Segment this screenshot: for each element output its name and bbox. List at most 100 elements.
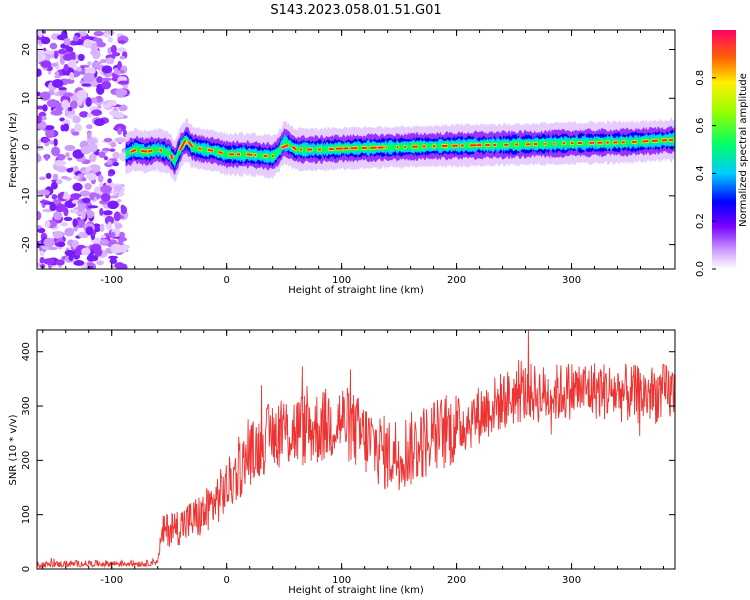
noise-blob xyxy=(101,77,112,82)
noise-blob xyxy=(39,176,46,181)
noise-blob xyxy=(44,153,49,161)
y-tick-label: 300 xyxy=(21,396,32,415)
noise-blob xyxy=(87,265,94,269)
noise-blob xyxy=(122,84,128,89)
spectrogram-y-ticks: -20 -10 0 10 20 xyxy=(21,43,675,253)
x-tick-label: 100 xyxy=(332,275,351,286)
noise-blob xyxy=(58,87,67,91)
noise-blob xyxy=(103,137,113,143)
x-tick-label: 100 xyxy=(332,575,351,586)
noise-blob xyxy=(63,37,71,46)
noise-blob xyxy=(100,238,109,245)
colorbar-tick-label: 0.6 xyxy=(695,118,706,134)
noise-blob xyxy=(85,226,94,236)
noise-blob xyxy=(97,174,104,183)
colorbar-gradient xyxy=(712,30,736,269)
noise-blob xyxy=(103,32,110,38)
noise-blob xyxy=(63,53,73,61)
noise-blob xyxy=(77,97,83,106)
noise-blob xyxy=(87,205,99,209)
noise-blob xyxy=(52,173,59,181)
noise-blob xyxy=(65,78,75,84)
spectrogram-y-label: Frequency (Hz) xyxy=(8,112,19,188)
noise-blob xyxy=(63,123,70,132)
noise-blob xyxy=(68,59,77,68)
y-tick-label: 200 xyxy=(21,451,32,470)
noise-blob xyxy=(86,113,93,118)
x-tick-label: 300 xyxy=(562,275,581,286)
noise-blob xyxy=(90,111,100,116)
noise-blob xyxy=(104,215,115,225)
noise-blob xyxy=(63,64,69,72)
noise-blob xyxy=(40,60,52,68)
noise-blob xyxy=(54,159,66,167)
noise-blob xyxy=(43,237,55,248)
noise-blob xyxy=(76,217,81,221)
y-tick-label: 10 xyxy=(21,92,32,105)
noise-blob xyxy=(38,189,51,196)
spectrogram-x-ticks: -100 0 100 200 300 xyxy=(42,30,665,286)
y-tick-label: 400 xyxy=(21,342,32,361)
ridge-core-red xyxy=(207,148,214,152)
noise-blob xyxy=(51,62,58,67)
noise-blob xyxy=(86,254,96,262)
noise-blob xyxy=(69,100,78,109)
ridge-core-red xyxy=(148,149,153,153)
noise-blob xyxy=(71,131,80,136)
noise-blob xyxy=(77,66,82,72)
noise-blob xyxy=(116,198,122,203)
noise-blob xyxy=(64,144,76,152)
noise-blob xyxy=(50,110,63,116)
snr-series-line xyxy=(37,330,675,569)
noise-blob xyxy=(81,177,87,182)
noise-blob xyxy=(118,152,128,162)
noise-blob xyxy=(96,76,103,84)
noise-blob xyxy=(72,182,83,192)
noise-blob xyxy=(63,92,74,97)
noise-blob xyxy=(78,53,85,62)
noise-blob xyxy=(45,128,55,139)
noise-blob xyxy=(72,35,79,42)
noise-blob xyxy=(117,40,127,44)
noise-blob xyxy=(45,172,52,179)
noise-blob xyxy=(67,157,73,161)
noise-blob xyxy=(112,161,119,167)
noise-blob xyxy=(49,203,57,212)
noise-blob xyxy=(69,72,75,81)
noise-blob xyxy=(71,208,79,213)
noise-blob xyxy=(37,115,42,124)
noise-blob xyxy=(105,57,115,65)
noise-blob xyxy=(101,80,112,90)
noise-blob xyxy=(86,172,97,181)
ridge-band xyxy=(125,134,675,165)
noise-blob xyxy=(53,138,58,147)
noise-blob xyxy=(72,115,81,124)
noise-blob xyxy=(112,151,120,160)
x-tick-label: 200 xyxy=(447,275,466,286)
noise-blob xyxy=(117,47,127,53)
noise-blob xyxy=(53,50,59,59)
ridge-core-red xyxy=(179,139,187,151)
x-tick-label: 0 xyxy=(223,575,229,586)
noise-blob xyxy=(44,220,51,228)
noise-blob xyxy=(99,223,105,233)
noise-blob xyxy=(72,218,78,228)
noise-blob xyxy=(37,142,41,147)
noise-blob xyxy=(107,178,112,184)
noise-blob xyxy=(60,175,69,180)
noise-blob xyxy=(110,141,117,148)
noise-blob xyxy=(99,207,104,216)
noise-blob xyxy=(86,138,97,144)
noise-blob xyxy=(51,78,64,88)
noise-blob xyxy=(53,210,63,221)
colorbar-tick-label: 0.0 xyxy=(695,261,706,277)
noise-blob xyxy=(81,83,92,87)
noise-blob xyxy=(81,210,86,220)
noise-blob xyxy=(100,185,113,194)
noise-blob xyxy=(86,124,93,130)
noise-blob xyxy=(100,234,107,239)
noise-blob xyxy=(110,195,119,199)
noise-blob xyxy=(86,143,98,153)
spectrogram-ridge xyxy=(125,117,675,183)
